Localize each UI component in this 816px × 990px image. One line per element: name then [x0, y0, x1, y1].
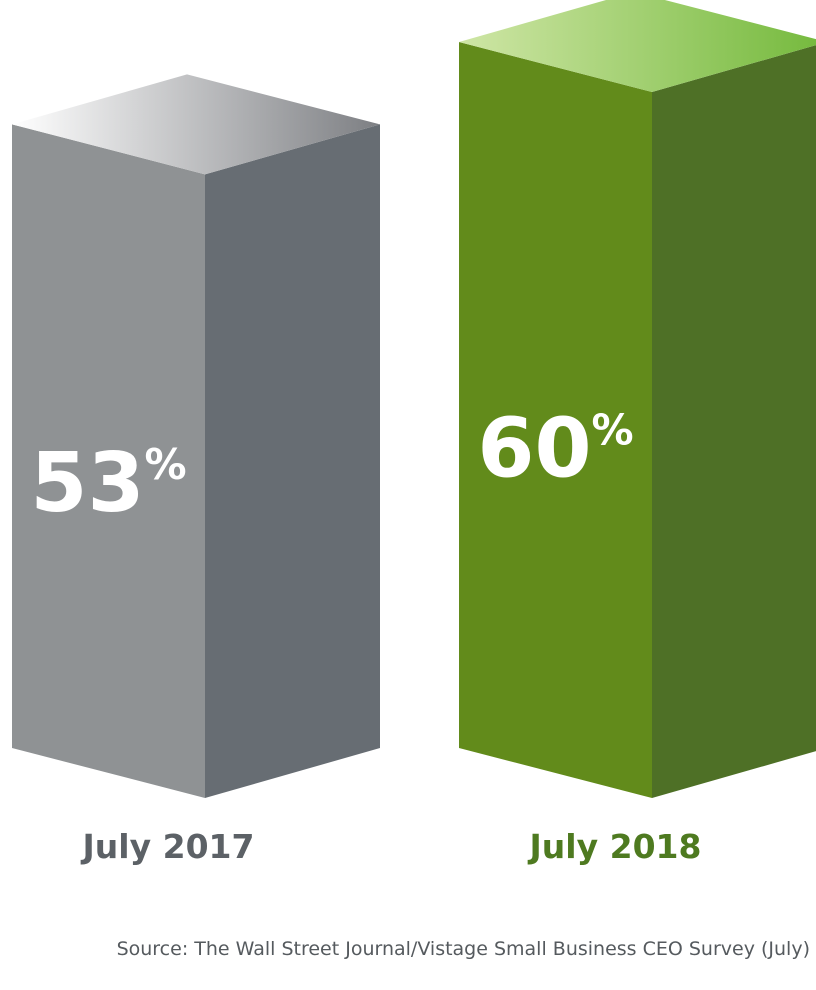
value-label: 53%: [30, 436, 186, 531]
bar-top: [12, 74, 380, 175]
source-note: Source: The Wall Street Journal/Vistage …: [117, 938, 810, 960]
bar-front: [12, 124, 205, 798]
category-label: July 2017: [81, 827, 255, 866]
value-label: 60%: [477, 401, 633, 496]
bar-front: [459, 42, 652, 798]
bar-top: [459, 0, 816, 92]
bar-side: [652, 45, 816, 798]
bar-side: [205, 124, 380, 798]
category-label: July 2018: [528, 827, 702, 866]
